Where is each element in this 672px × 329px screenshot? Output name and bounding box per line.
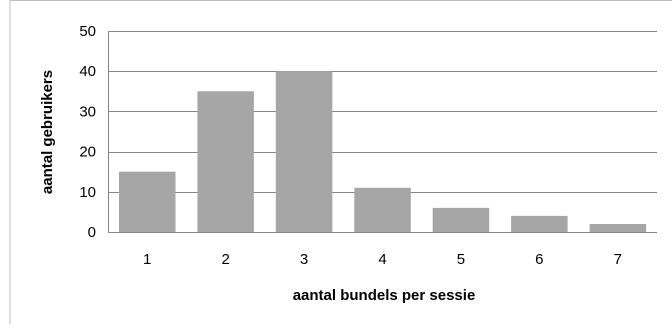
x-tick-label: 6 — [535, 251, 543, 268]
bar-2 — [197, 91, 254, 232]
y-tick-label: 20 — [79, 144, 96, 161]
bar-1 — [119, 171, 176, 232]
bar-5 — [432, 207, 490, 232]
bar-6 — [511, 215, 568, 232]
y-axis-title: aantal gebruikers — [39, 70, 56, 194]
x-tick-label: 4 — [378, 251, 386, 268]
y-tick-label: 0 — [88, 224, 96, 241]
x-tick-label: 1 — [143, 251, 151, 268]
bar-3 — [275, 71, 333, 232]
bar-4 — [354, 187, 411, 232]
y-tick-label: 40 — [79, 63, 96, 80]
x-tick-label: 7 — [614, 251, 622, 268]
x-axis-title: aantal bundels per sessie — [293, 287, 476, 304]
bar-7 — [589, 224, 647, 232]
x-tick-label: 5 — [457, 251, 465, 268]
x-tick-label: 2 — [221, 251, 229, 268]
y-tick-label: 30 — [79, 103, 96, 120]
x-tick-label: 3 — [300, 251, 308, 268]
y-tick-label: 50 — [79, 23, 96, 40]
y-tick-label: 10 — [79, 184, 96, 201]
